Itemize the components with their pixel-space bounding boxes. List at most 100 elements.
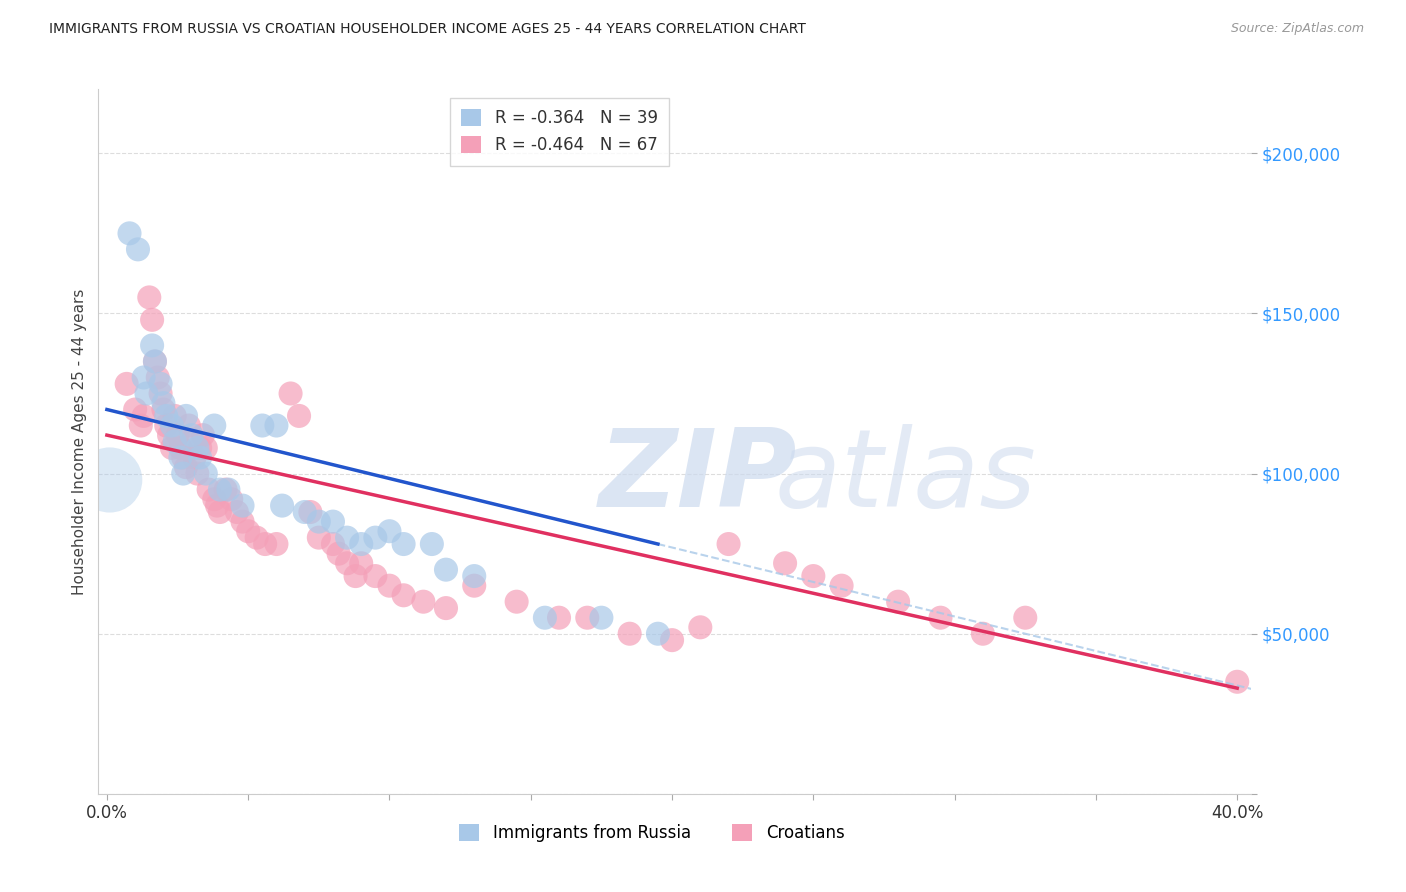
Point — [392, 588, 415, 602]
Point — [1226, 674, 1249, 689]
Y-axis label: Householder Income Ages 25 - 44 years: Householder Income Ages 25 - 44 years — [72, 288, 87, 595]
Point — [294, 505, 316, 519]
Point — [534, 610, 557, 624]
Point — [208, 505, 231, 519]
Point — [98, 473, 121, 487]
Point — [328, 547, 350, 561]
Point — [124, 402, 146, 417]
Point — [225, 505, 247, 519]
Point — [155, 409, 177, 423]
Point — [929, 610, 952, 624]
Point — [231, 515, 254, 529]
Point — [174, 409, 197, 423]
Point — [548, 610, 571, 624]
Point — [254, 537, 277, 551]
Point — [169, 450, 191, 465]
Point — [364, 569, 387, 583]
Point — [188, 441, 211, 455]
Text: ZIP: ZIP — [599, 424, 797, 530]
Point — [661, 633, 683, 648]
Point — [336, 556, 359, 570]
Point — [214, 483, 236, 497]
Point — [163, 434, 186, 449]
Point — [434, 563, 457, 577]
Point — [174, 460, 197, 475]
Point — [322, 537, 344, 551]
Point — [591, 610, 613, 624]
Point — [152, 396, 174, 410]
Point — [202, 418, 225, 433]
Point — [972, 626, 994, 640]
Point — [197, 483, 219, 497]
Point — [135, 386, 157, 401]
Point — [280, 386, 302, 401]
Point — [378, 524, 401, 539]
Point — [619, 626, 641, 640]
Point — [138, 290, 160, 304]
Point — [191, 428, 214, 442]
Point — [238, 524, 260, 539]
Point — [505, 595, 527, 609]
Text: IMMIGRANTS FROM RUSSIA VS CROATIAN HOUSEHOLDER INCOME AGES 25 - 44 YEARS CORRELA: IMMIGRANTS FROM RUSSIA VS CROATIAN HOUSE… — [49, 22, 806, 37]
Point — [180, 428, 202, 442]
Point — [217, 483, 239, 497]
Point — [132, 409, 155, 423]
Point — [434, 601, 457, 615]
Point — [202, 492, 225, 507]
Text: atlas: atlas — [775, 425, 1036, 529]
Point — [141, 313, 163, 327]
Point — [149, 386, 172, 401]
Point — [336, 531, 359, 545]
Point — [141, 338, 163, 352]
Point — [647, 626, 669, 640]
Point — [172, 467, 194, 481]
Point — [299, 505, 322, 519]
Point — [308, 531, 330, 545]
Point — [350, 537, 373, 551]
Point — [231, 499, 254, 513]
Point — [378, 579, 401, 593]
Point — [118, 227, 141, 241]
Point — [166, 428, 188, 442]
Point — [169, 441, 191, 455]
Point — [149, 376, 172, 391]
Point — [1014, 610, 1036, 624]
Point — [194, 441, 217, 455]
Legend: Immigrants from Russia, Croatians: Immigrants from Russia, Croatians — [453, 817, 851, 849]
Point — [392, 537, 415, 551]
Point — [186, 467, 208, 481]
Point — [143, 354, 166, 368]
Point — [463, 569, 485, 583]
Point — [412, 595, 434, 609]
Point — [132, 370, 155, 384]
Point — [887, 595, 910, 609]
Point — [163, 409, 186, 423]
Point — [160, 441, 183, 455]
Point — [831, 579, 853, 593]
Point — [115, 376, 138, 391]
Point — [266, 418, 288, 433]
Point — [773, 556, 796, 570]
Point — [146, 370, 169, 384]
Point — [322, 515, 344, 529]
Point — [576, 610, 599, 624]
Point — [183, 450, 205, 465]
Point — [350, 556, 373, 570]
Point — [143, 354, 166, 368]
Point — [208, 483, 231, 497]
Text: Source: ZipAtlas.com: Source: ZipAtlas.com — [1230, 22, 1364, 36]
Point — [364, 531, 387, 545]
Point — [152, 402, 174, 417]
Point — [172, 450, 194, 465]
Point — [205, 499, 228, 513]
Point — [160, 418, 183, 433]
Point — [157, 428, 180, 442]
Point — [689, 620, 711, 634]
Point — [155, 418, 177, 433]
Point — [194, 467, 217, 481]
Point — [127, 243, 149, 257]
Point — [186, 441, 208, 455]
Point — [129, 418, 152, 433]
Point — [288, 409, 311, 423]
Point — [344, 569, 367, 583]
